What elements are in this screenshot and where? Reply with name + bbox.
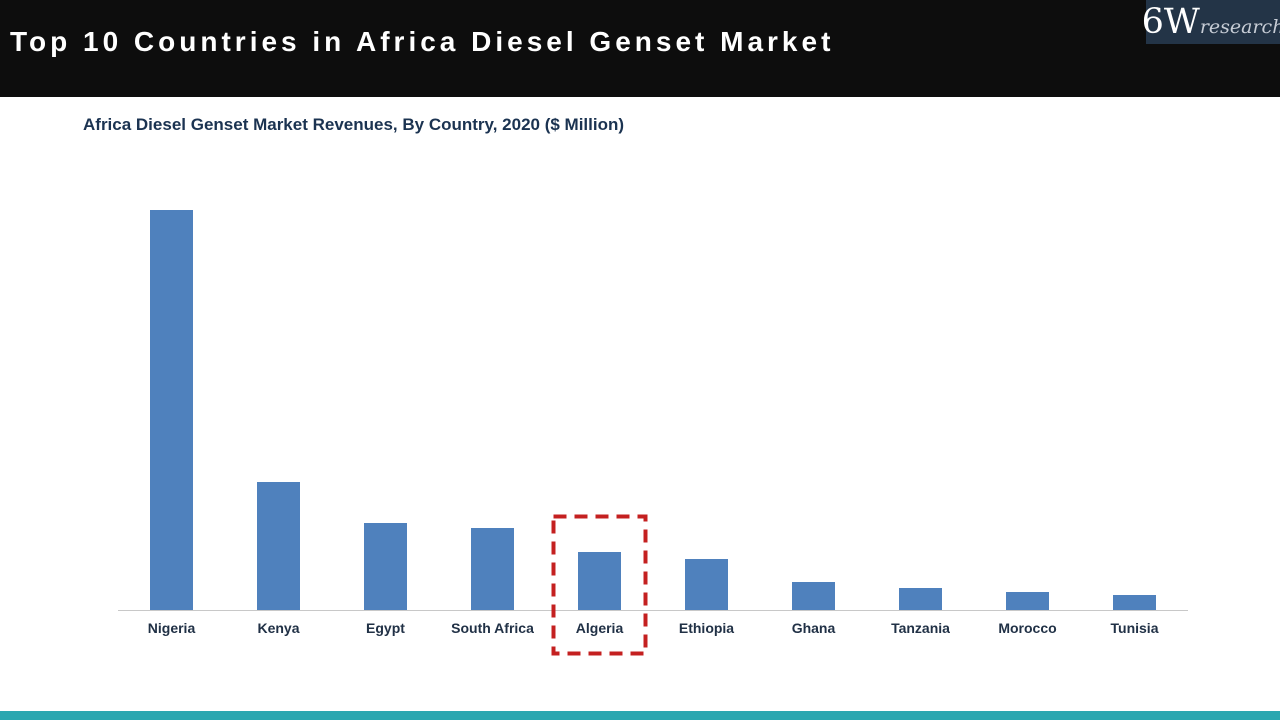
bar-column-morocco: [974, 190, 1081, 610]
category-label-algeria: Algeria: [575, 620, 624, 636]
category-label-egypt: Egypt: [366, 620, 405, 636]
category-label-ethiopia: Ethiopia: [678, 620, 735, 636]
bar-column-nigeria: [118, 190, 225, 610]
category-label-tanzania: Tanzania: [891, 620, 950, 636]
chart-title: Africa Diesel Genset Market Revenues, By…: [83, 115, 625, 134]
bar-nigeria: [150, 210, 193, 610]
category-label-kenya: Kenya: [257, 620, 300, 636]
bar-egypt: [364, 523, 407, 610]
category-label-morocco: Morocco: [998, 620, 1057, 636]
bar-chart: Nigeria Kenya Egypt South Africa Algeria Ethi…: [118, 190, 1188, 636]
bar-column-kenya: [225, 190, 332, 610]
page-title: Top 10 Countries in Africa Diesel Genset…: [10, 26, 835, 57]
bar-algeria: [578, 552, 621, 610]
bar-column-ghana: [760, 190, 867, 610]
category-label-ghana: Ghana: [791, 620, 836, 636]
bar-column-algeria: [546, 190, 653, 610]
header-band: Top 10 Countries in Africa Diesel Genset…: [0, 0, 1280, 97]
category-label-nigeria: Nigeria: [147, 620, 196, 636]
bar-morocco: [1006, 592, 1049, 610]
bar-tanzania: [899, 588, 942, 610]
bar-ghana: [792, 582, 835, 610]
brand-logo-research: research: [1199, 16, 1280, 38]
bar-column-egypt: [332, 190, 439, 610]
algeria-highlight-box: [551, 514, 648, 656]
bar-column-tanzania: [867, 190, 974, 610]
brand-logo: 6W research: [1142, 0, 1280, 44]
bar-column-ethiopia: [653, 190, 760, 610]
category-axis: Nigeria Kenya Egypt South Africa Algeria Ethi…: [118, 620, 1188, 636]
category-label-south-africa: South Africa: [451, 620, 534, 636]
brand-logo-6w: 6W: [1141, 2, 1200, 42]
bar-kenya: [257, 482, 300, 610]
footer-accent-bar: [0, 711, 1280, 720]
bar-column-tunisia: [1081, 190, 1188, 610]
bar-south-africa: [471, 528, 514, 610]
bar-tunisia: [1113, 595, 1156, 610]
bar-ethiopia: [685, 559, 728, 610]
category-label-tunisia: Tunisia: [1110, 620, 1159, 636]
plot-area: [118, 190, 1188, 611]
bar-column-south-africa: [439, 190, 546, 610]
